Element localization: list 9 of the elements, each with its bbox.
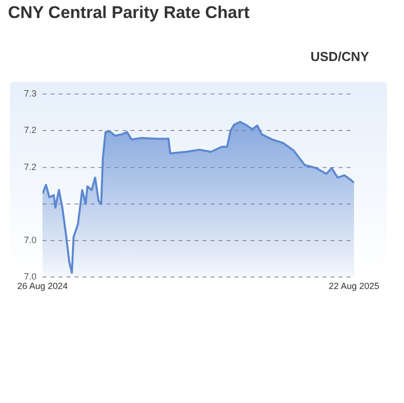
y-tick-label: 7.2: [24, 162, 37, 172]
chart-title: CNY Central Parity Rate Chart: [8, 3, 250, 23]
x-tick-label: 26 Aug 2024: [17, 281, 68, 292]
y-tick-label: 7.3: [24, 88, 37, 98]
x-tick-label: 22 Aug 2025: [328, 281, 380, 292]
chart-subtitle: USD/CNY: [310, 49, 369, 64]
y-tick-label: 7.0: [24, 272, 37, 282]
y-tick-label: 7.0: [24, 235, 37, 246]
y-tick-label: 7.2: [24, 125, 37, 136]
